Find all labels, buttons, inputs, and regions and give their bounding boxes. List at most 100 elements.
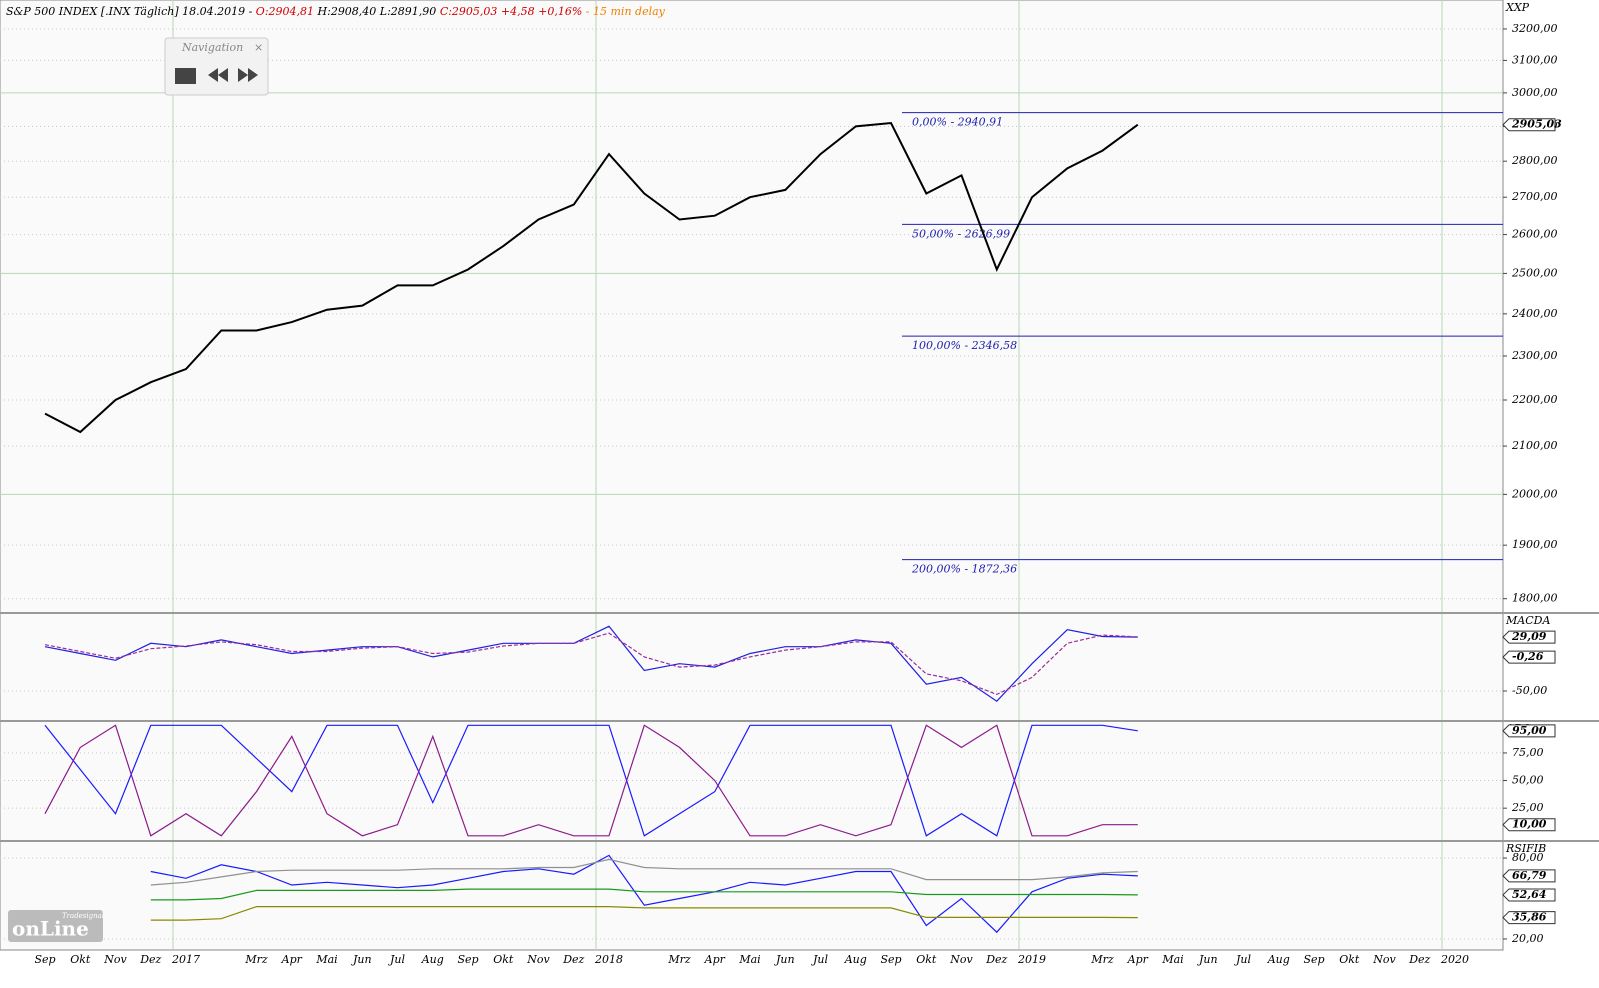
x-tick-label: Jul (1234, 953, 1251, 966)
x-tick-label: Sep (1303, 953, 1324, 966)
y-tick-label: 80,00 (1512, 851, 1544, 864)
series-line (44, 724, 1138, 837)
y-tick-label: 2400,00 (1511, 307, 1558, 320)
symbol: S&P 500 INDEX [.INX Täglich] 18.04.2019 … (6, 5, 253, 18)
x-tick-label: Jun (1197, 953, 1218, 966)
x-tick-label: Nov (103, 953, 127, 966)
series-line (44, 724, 1138, 837)
y-tick-label: 2700,00 (1511, 190, 1558, 203)
value-marker (1502, 118, 1556, 132)
y-tick-label: 2300,00 (1511, 349, 1558, 362)
navigation-panel: Navigation × (164, 37, 269, 96)
panel-title: Navigation (181, 41, 243, 54)
delay: - 15 min delay (586, 5, 666, 18)
value-marker (1502, 630, 1556, 644)
x-tick-label: 2019 (1017, 953, 1046, 966)
open: O:2904,81 (256, 5, 314, 18)
x-tick-label: Jun (351, 953, 372, 966)
x-tick-label: Dez (985, 953, 1007, 966)
value-marker-label: 10,00 (1512, 818, 1547, 831)
panel-label: XXP (1505, 1, 1530, 14)
x-tick-label: Nov (949, 953, 973, 966)
y-tick-label: 2000,00 (1511, 487, 1558, 500)
y-tick-label: 20,00 (1511, 932, 1544, 945)
x-tick-label: Okt (70, 953, 91, 966)
x-tick-label: 2017 (171, 953, 200, 966)
x-tick-label: Mai (1161, 953, 1183, 966)
plot-background (0, 0, 1504, 951)
fib-label: 200,00% - 1872,36 (911, 563, 1017, 576)
x-tick-label: Jul (388, 953, 405, 966)
value-marker (1502, 650, 1556, 664)
value-marker (1502, 869, 1556, 883)
x-tick-label: Okt (1339, 953, 1360, 966)
value-marker (1502, 724, 1556, 738)
grid-button[interactable] (175, 68, 196, 84)
series-line (150, 888, 1138, 901)
y-tick-label: -50,00 (1512, 684, 1547, 697)
back-button[interactable] (208, 68, 228, 82)
y-tick-label: 2600,00 (1511, 228, 1558, 241)
fib-label: 0,00% - 2940,91 (912, 116, 1003, 129)
x-tick-label: 2020 (1440, 953, 1469, 966)
y-tick-label: 75,00 (1512, 746, 1544, 759)
series-line (150, 858, 1138, 886)
x-tick-label: Apr (704, 953, 726, 966)
logo-brand: Tradesignal (62, 912, 104, 920)
value-marker-label: 66,79 (1512, 869, 1547, 882)
x-tick-label: Nov (1372, 953, 1396, 966)
x-tick-label: Mai (738, 953, 760, 966)
x-tick-label: Dez (1408, 953, 1430, 966)
value-marker (1502, 911, 1556, 925)
x-tick-label: Mrz (667, 953, 691, 966)
x-tick-label: Dez (562, 953, 584, 966)
y-tick-label: 50,00 (1512, 774, 1544, 787)
fib-label: 100,00% - 2346,58 (912, 339, 1017, 352)
x-tick-label: Nov (526, 953, 550, 966)
x-tick-label: Jul (811, 953, 828, 966)
value-marker-label: 95,00 (1512, 724, 1547, 737)
high-low: H:2908,40 L:2891,90 (317, 5, 437, 18)
y-tick-label: 2800,00 (1511, 154, 1558, 167)
x-tick-label: Apr (281, 953, 303, 966)
x-tick-label: Jun (774, 953, 795, 966)
x-tick-label: Mrz (244, 953, 268, 966)
y-tick-label: 2500,00 (1511, 266, 1558, 279)
x-tick-label: 2018 (594, 953, 623, 966)
x-tick-label: Aug (1267, 953, 1290, 966)
x-tick-label: Apr (1127, 953, 1149, 966)
x-tick-label: Sep (457, 953, 478, 966)
header: S&P 500 INDEX [.INX Täglich] 18.04.2019 … (6, 5, 666, 18)
x-tick-label: Okt (493, 953, 514, 966)
x-tick-label: Mrz (1090, 953, 1114, 966)
value-marker-label: 29,09 (1511, 630, 1547, 643)
y-tick-label: 3200,00 (1512, 22, 1558, 35)
x-tick-label: Okt (916, 953, 937, 966)
fib-label: 50,00% - 2626,99 (912, 227, 1010, 240)
y-tick-label: 2100,00 (1511, 439, 1558, 452)
value-marker-label: -0,26 (1512, 650, 1544, 663)
y-tick-label: 3100,00 (1512, 53, 1558, 66)
y-tick-label: 2200,00 (1511, 393, 1558, 406)
x-tick-label: Dez (139, 953, 161, 966)
panel-label: RSIFIB (1505, 842, 1546, 855)
value-marker-label: 52,64 (1512, 888, 1546, 901)
close-button[interactable]: × (254, 41, 263, 54)
value-marker-label: 35,86 (1512, 911, 1547, 924)
series-line (44, 121, 1139, 434)
series-line (150, 854, 1138, 934)
forward-button[interactable] (238, 68, 258, 82)
series-line (44, 625, 1138, 702)
x-tick-label: Sep (34, 953, 55, 966)
value-marker (1502, 888, 1556, 902)
y-tick-label: 1800,00 (1512, 592, 1558, 605)
y-tick-label: 25,00 (1511, 801, 1544, 814)
x-tick-label: Mai (315, 953, 337, 966)
logo: Tradesignal onLine (8, 910, 104, 942)
logo-name: onLine (12, 917, 89, 941)
value-marker-label: 2905,03 (1511, 118, 1562, 131)
y-tick-label: 3000,00 (1512, 86, 1558, 99)
y-tick-label: 1900,00 (1512, 538, 1558, 551)
series-line (44, 632, 1138, 696)
